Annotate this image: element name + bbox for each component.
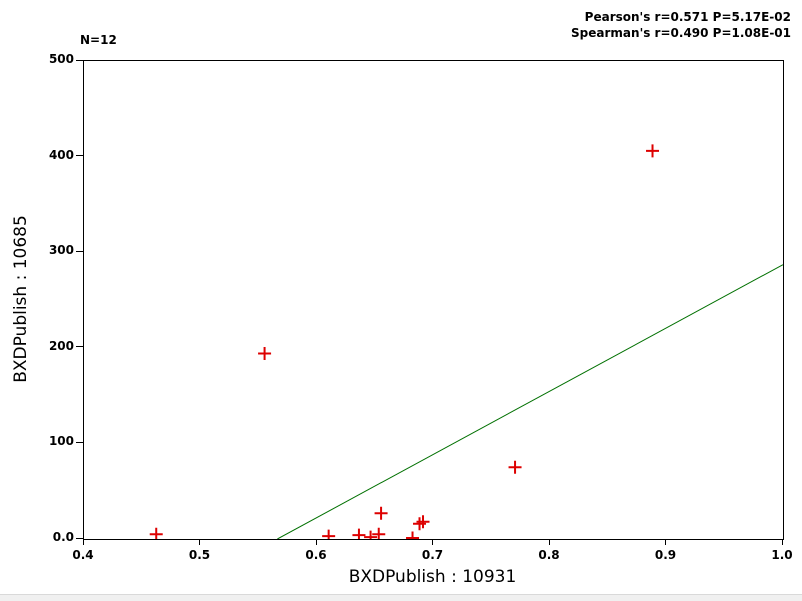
x-tick-mark xyxy=(82,539,84,545)
y-tick-label: 200 xyxy=(48,338,74,353)
data-point-marker xyxy=(364,530,378,539)
sample-count-label: N=12 xyxy=(80,33,117,47)
data-point-marker xyxy=(322,529,336,539)
scatter-canvas xyxy=(149,144,783,539)
x-tick-mark xyxy=(199,539,200,545)
page-edge-strip xyxy=(0,594,802,601)
x-tick-mark xyxy=(548,539,550,545)
y-tick-label: 400 xyxy=(48,147,74,162)
data-point-marker xyxy=(416,515,430,529)
y-tick-mark xyxy=(76,59,83,61)
pearson-stat-line: Pearson's r=0.571 P=5.17E-02 xyxy=(584,10,791,24)
data-point-marker xyxy=(406,531,420,539)
correlation-stats: Pearson's r=0.571 P=5.17E-02 Spearman's … xyxy=(571,9,791,41)
data-point-marker xyxy=(646,144,660,158)
y-tick-label: 300 xyxy=(48,243,74,258)
x-axis-title: BXDPublish : 10931 xyxy=(348,567,517,587)
data-point-marker xyxy=(372,527,386,539)
data-point-marker xyxy=(413,517,427,531)
x-tick-mark xyxy=(665,539,666,545)
data-point-marker xyxy=(258,347,272,361)
data-point-marker xyxy=(149,527,163,539)
x-tick-label: 0.4 xyxy=(72,548,94,562)
y-tick-mark xyxy=(76,155,83,157)
x-tick-mark xyxy=(781,539,783,545)
y-tick-label: 0.0 xyxy=(52,530,74,544)
x-tick-label: 0.9 xyxy=(654,548,677,562)
x-tick-mark xyxy=(315,539,317,545)
y-tick-mark xyxy=(76,346,83,348)
y-tick-mark xyxy=(76,250,83,252)
plot-area xyxy=(83,60,784,540)
x-tick-label: 0.7 xyxy=(421,548,444,562)
x-tick-label: 0.8 xyxy=(538,548,560,562)
x-tick-mark xyxy=(432,539,433,545)
regression-line xyxy=(277,264,783,539)
y-tick-label: 500 xyxy=(48,52,74,66)
spearman-stat-line: Spearman's r=0.490 P=1.08E-01 xyxy=(571,26,791,40)
y-tick-label: 100 xyxy=(48,434,74,449)
data-point-marker xyxy=(508,460,522,474)
y-tick-mark xyxy=(76,441,83,443)
data-point-marker xyxy=(374,506,388,520)
data-point-marker xyxy=(352,528,366,539)
y-tick-mark xyxy=(76,537,83,539)
x-tick-label: 0.6 xyxy=(305,548,327,562)
x-tick-label: 1.0 xyxy=(771,548,793,562)
y-axis-title: BXDPublish : 10685 xyxy=(11,215,31,383)
x-tick-label: 0.5 xyxy=(188,548,211,562)
